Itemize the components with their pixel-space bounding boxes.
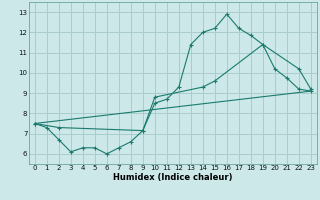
X-axis label: Humidex (Indice chaleur): Humidex (Indice chaleur) <box>113 173 233 182</box>
